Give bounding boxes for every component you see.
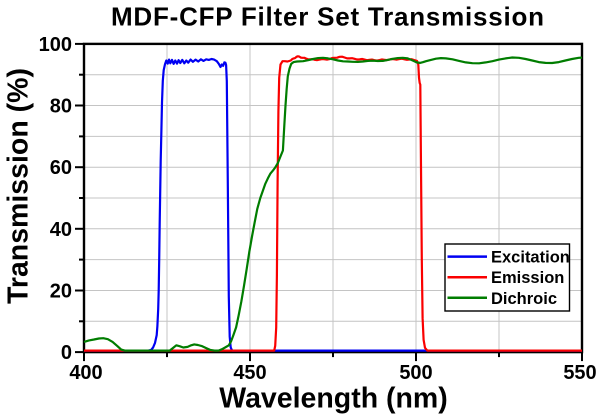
svg-text:500: 500 — [399, 362, 432, 384]
svg-text:Transmission (%): Transmission (%) — [3, 68, 35, 304]
svg-text:Emission: Emission — [491, 269, 564, 287]
svg-text:Wavelength (nm): Wavelength (nm) — [219, 383, 448, 415]
svg-text:450: 450 — [233, 362, 266, 384]
svg-text:100: 100 — [39, 34, 72, 56]
svg-text:400: 400 — [69, 362, 102, 384]
svg-text:40: 40 — [50, 219, 72, 241]
svg-text:550: 550 — [563, 362, 596, 384]
svg-text:0: 0 — [61, 342, 72, 364]
svg-text:80: 80 — [50, 96, 72, 118]
svg-text:Excitation: Excitation — [491, 249, 570, 267]
svg-text:20: 20 — [50, 281, 72, 303]
svg-text:Dichroic: Dichroic — [491, 290, 557, 308]
svg-text:MDF-CFP Filter Set Transmissio: MDF-CFP Filter Set Transmission — [111, 2, 544, 32]
svg-text:60: 60 — [50, 157, 72, 179]
